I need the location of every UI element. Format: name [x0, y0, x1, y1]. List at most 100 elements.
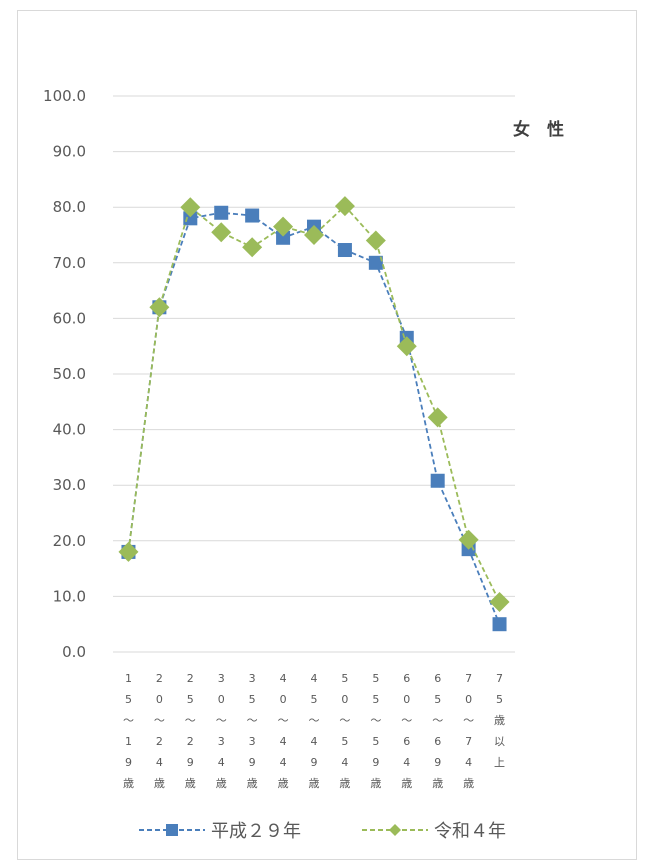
x-tick-label-char: 0 [156, 693, 163, 706]
y-tick-label: 0.0 [62, 643, 86, 661]
series-line [127, 204, 501, 603]
x-tick-label-char: 6 [434, 672, 441, 685]
y-tick-label: 60.0 [53, 309, 86, 327]
x-tick-label-char: 4 [341, 756, 348, 769]
data-point [245, 208, 260, 223]
x-tick-label-char: 2 [187, 735, 194, 748]
legend-marker [166, 824, 178, 836]
x-tick-label: 4 0 ～ 4 4 歳 [278, 672, 289, 790]
x-tick-label-char: 4 [218, 756, 225, 769]
y-tick-label: 40.0 [53, 421, 86, 439]
x-tick-label-char: 5 [496, 693, 503, 706]
data-point [458, 529, 479, 550]
x-tick-label-char: ～ [432, 714, 443, 727]
x-tick-label: 6 5 ～ 6 9 歳 [432, 672, 443, 790]
data-point [118, 541, 139, 562]
x-tick-label-char: 歳 [154, 777, 165, 790]
x-tick-label-char: 歳 [494, 714, 505, 727]
x-tick-label-char: 5 [372, 672, 379, 685]
x-tick-label-char: 5 [372, 693, 379, 706]
x-tick-label-char: 0 [403, 693, 410, 706]
data-point [149, 297, 170, 318]
y-tick-label: 20.0 [53, 532, 86, 550]
x-tick-label-char: 4 [280, 756, 287, 769]
x-tick-label-char: 歳 [278, 777, 289, 790]
x-tick-label-char: 4 [311, 735, 318, 748]
x-tick-label-char: 7 [465, 672, 472, 685]
data-point [180, 197, 201, 218]
x-tick-label-char: 1 [125, 672, 132, 685]
x-tick-label-char: ～ [370, 714, 381, 727]
data-point [365, 230, 386, 251]
data-point [427, 407, 448, 428]
data-point [273, 216, 294, 237]
x-tick-label-char: 7 [465, 735, 472, 748]
x-axis-tick-labels: 15～19歳20～24歳25～29歳30～34歳35～39歳40～44歳45～4… [123, 672, 505, 790]
data-point [492, 617, 507, 632]
x-tick-label: 2 5 ～ 2 9 歳 [185, 672, 196, 790]
data-point [214, 205, 229, 220]
x-tick-label-char: 2 [156, 672, 163, 685]
data-point [304, 225, 324, 245]
data-point [242, 237, 263, 258]
x-tick-label-char: ～ [339, 714, 350, 727]
x-tick-label: 7 5 歳以上 [494, 672, 505, 769]
x-tick-label-char: 5 [372, 735, 379, 748]
x-tick-label-char: ～ [185, 714, 196, 727]
x-tick-label-char: 1 [125, 735, 132, 748]
chart-annotation: 女 性 [513, 119, 564, 140]
y-tick-label: 30.0 [53, 476, 86, 494]
x-tick-label-char: 歳 [309, 777, 320, 790]
series-1 [121, 205, 507, 632]
y-tick-label: 100.0 [43, 87, 86, 105]
y-axis-tick-labels: 0.0 10.0 20.0 30.0 40.0 50.0 60.0 70.0 80.0 90.0 1… [43, 87, 86, 661]
series-2 [118, 196, 510, 612]
x-tick-label-char: 9 [249, 756, 256, 769]
x-tick-label-char: 3 [218, 672, 225, 685]
x-tick-label: 7 0 ～ 7 4 歳 [463, 672, 474, 790]
x-tick-label-char: 3 [218, 735, 225, 748]
x-tick-label-char: 6 [403, 735, 410, 748]
y-tick-label: 50.0 [53, 365, 86, 383]
x-tick-label-char: 歳 [401, 777, 412, 790]
data-point [276, 230, 291, 245]
x-tick-label-char: 上 [494, 756, 505, 769]
x-tick-label-char: 9 [311, 756, 318, 769]
data-point [183, 211, 198, 226]
chart-frame [17, 10, 637, 860]
x-tick-label-char: 5 [311, 693, 318, 706]
x-tick-label-char: 歳 [339, 777, 350, 790]
x-tick-label-char: 4 [403, 756, 410, 769]
legend-label: 平成２９年 [211, 821, 301, 842]
data-point [368, 255, 383, 270]
x-tick-label-char: 4 [465, 756, 472, 769]
legend-label: 令和４年 [434, 821, 506, 842]
x-tick-label-char: 6 [403, 672, 410, 685]
x-tick-label-char: 5 [434, 693, 441, 706]
x-tick-label-char: ～ [216, 714, 227, 727]
data-point [396, 336, 417, 357]
x-tick-label-char: 9 [372, 756, 379, 769]
x-tick-label-char: 4 [280, 672, 287, 685]
series-group [118, 196, 510, 632]
x-tick-label: 2 0 ～ 2 4 歳 [154, 672, 165, 790]
x-tick-label-char: 歳 [185, 777, 196, 790]
legend-entry: 平成２９年 [139, 821, 301, 842]
legend: 平成２９年 令和４年 [139, 821, 506, 842]
x-tick-label-char: 3 [249, 672, 256, 685]
x-tick-label-char: 9 [187, 756, 194, 769]
y-tick-label: 90.0 [53, 143, 86, 161]
x-tick-label-char: ～ [278, 714, 289, 727]
x-tick-label-char: 7 [496, 672, 503, 685]
x-tick-label-char: 歳 [247, 777, 258, 790]
x-tick-label-char: 5 [125, 693, 132, 706]
x-tick-label-char: 歳 [463, 777, 474, 790]
data-point [337, 243, 352, 258]
x-tick-label-char: ～ [309, 714, 320, 727]
x-tick-label-char: 4 [311, 672, 318, 685]
x-tick-label: 1 5 ～ 1 9 歳 [123, 672, 134, 790]
x-tick-label-char: 0 [341, 693, 348, 706]
data-point [430, 473, 445, 488]
x-tick-label-char: 歳 [370, 777, 381, 790]
x-tick-label: 3 0 ～ 3 4 歳 [216, 672, 227, 790]
